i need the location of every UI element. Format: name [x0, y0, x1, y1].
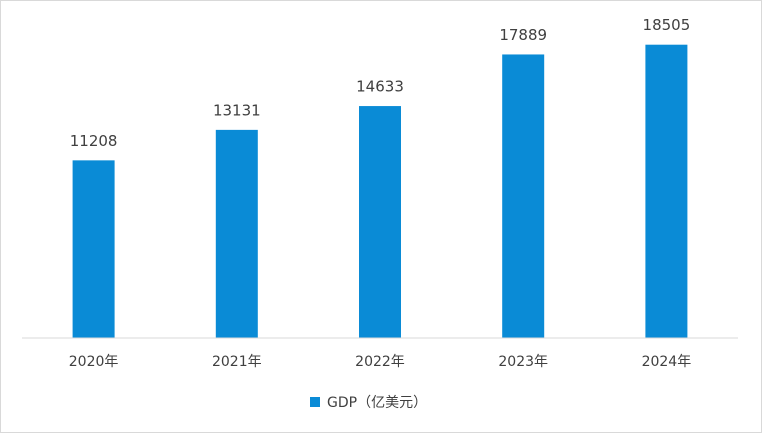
value-label: 13131	[213, 101, 261, 119]
bar	[645, 44, 688, 339]
x-tick-label: 2024年	[642, 354, 692, 370]
bar	[502, 54, 545, 338]
value-label: 17889	[499, 26, 547, 44]
x-tick-label: 2022年	[355, 354, 405, 370]
x-tick-label: 2020年	[69, 354, 119, 370]
bar	[359, 106, 401, 338]
bar	[215, 129, 258, 338]
legend-swatch	[310, 397, 320, 407]
value-label: 18505	[643, 16, 691, 34]
x-tick-label: 2021年	[212, 354, 262, 370]
value-label: 14633	[356, 78, 404, 96]
x-tick-label: 2023年	[498, 354, 548, 370]
legend-label: GDP（亿美元）	[327, 395, 427, 411]
value-label: 11208	[70, 132, 118, 150]
bar	[72, 160, 115, 338]
